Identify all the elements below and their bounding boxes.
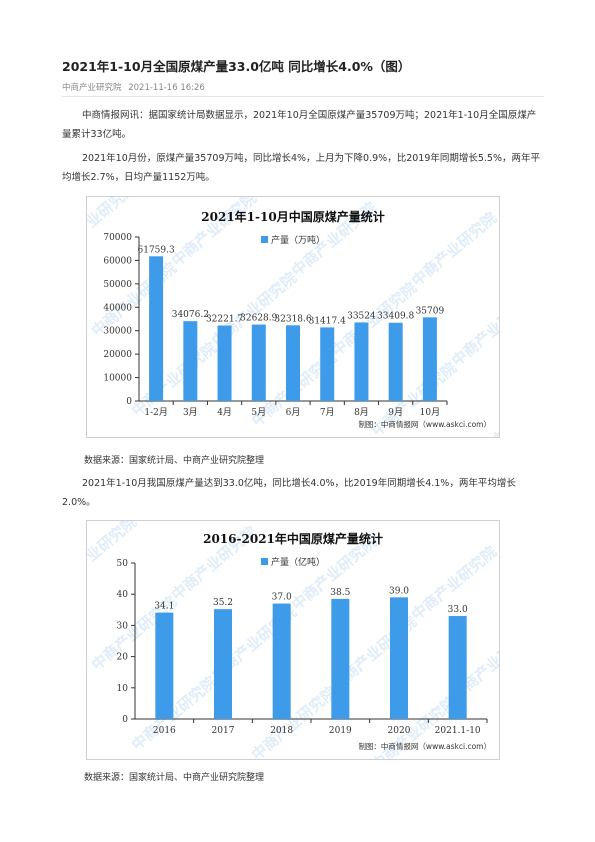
data-source-2: 数据来源：国家统计局、中商产业研究院整理 xyxy=(84,773,265,783)
bar xyxy=(390,597,408,719)
data-label: 38.5 xyxy=(330,588,350,598)
watermark-text: 中商产业研究院 xyxy=(128,339,220,420)
data-label: 33524 xyxy=(347,311,376,321)
paragraph-3: 2021年1-10月我国原煤产量达到33.0亿吨，同比增长4.0%，比2019年… xyxy=(62,478,516,508)
x-tick-label: 6月 xyxy=(286,407,301,418)
x-tick-label: 2016 xyxy=(153,726,176,736)
bar xyxy=(251,324,266,401)
bar xyxy=(320,327,335,401)
y-tick-label: 20 xyxy=(117,653,129,663)
chart-annual: 中商产业研究院 中商产业研究院 中商产业研究院 中商产业研究院 中商产业研究院 中商产业研… xyxy=(86,520,500,760)
bar xyxy=(214,609,232,719)
chart-title: 2016-2021年中国原煤产量统计 xyxy=(203,531,383,546)
article-source[interactable]: 中商产业研究院 xyxy=(62,83,122,93)
data-label: 35.2 xyxy=(213,598,233,608)
y-tick-label: 10000 xyxy=(103,374,132,384)
y-tick-label: 40 xyxy=(117,590,129,600)
legend-label: 产量（万吨） xyxy=(271,234,325,246)
data-label: 37.0 xyxy=(272,593,292,603)
x-tick-label: 2020 xyxy=(388,726,411,736)
legend-swatch xyxy=(261,558,268,565)
data-label: 39.0 xyxy=(389,586,409,596)
watermark-text: 中商产业研究院 xyxy=(88,259,180,340)
bar xyxy=(217,325,232,401)
bar xyxy=(183,321,198,401)
x-tick-label: 2017 xyxy=(212,726,235,736)
watermark-text: 中商产业研究院 xyxy=(168,197,260,270)
x-tick-label: 10月 xyxy=(420,407,440,418)
x-tick-label: 3月 xyxy=(183,407,198,418)
bar xyxy=(388,322,403,401)
y-tick-label: 50 xyxy=(117,559,129,569)
divider xyxy=(62,96,544,97)
data-label: 31417.4 xyxy=(309,316,346,326)
paragraph-2: 2021年10月份，原煤产量35709万吨，同比增长4%，上月为下降0.9%，比… xyxy=(62,153,541,183)
article-title: 2021年1-10月全国原煤产量33.0亿吨 同比增长4.0%（图） xyxy=(62,59,411,74)
x-tick-label: 9月 xyxy=(388,407,403,418)
x-tick-label: 8月 xyxy=(354,407,369,418)
legend-swatch xyxy=(261,236,268,243)
data-label: 35709 xyxy=(416,306,445,316)
data-label: 32318.6 xyxy=(274,314,311,324)
watermark-text: 中商产业研究院 xyxy=(128,673,220,754)
data-source-1: 数据来源：国家统计局、中商产业研究院整理 xyxy=(84,456,265,466)
x-tick-label: 2018 xyxy=(270,726,293,736)
chart-monthly: 中商产业研究院 中商产业研究院 中商产业研究院 中商产业研究院 中商产业研究院 中商产业研… xyxy=(86,196,500,438)
data-label: 34076.2 xyxy=(172,310,209,320)
x-tick-label: 7月 xyxy=(320,407,335,418)
bar xyxy=(354,322,369,401)
y-tick-label: 70000 xyxy=(103,233,132,243)
y-tick-label: 40000 xyxy=(103,303,132,313)
y-tick-label: 30000 xyxy=(103,327,132,337)
data-label: 33409.8 xyxy=(377,312,414,322)
data-label: 32628.9 xyxy=(240,314,277,324)
bar xyxy=(422,317,437,401)
legend-label: 产量（亿吨） xyxy=(271,556,325,568)
y-tick-label: 0 xyxy=(122,715,128,725)
watermark-text: 中商产业研究院 xyxy=(448,289,499,370)
watermark-text: 中商产业研究院 xyxy=(248,683,340,759)
data-label: 32221.7 xyxy=(206,315,243,325)
y-tick-label: 20000 xyxy=(103,350,132,360)
y-tick-label: 10 xyxy=(117,684,129,694)
article-meta: 中商产业研究院 2021-11-16 16:26 xyxy=(62,81,205,93)
x-tick-label: 5月 xyxy=(251,407,266,418)
y-tick-label: 30 xyxy=(117,621,129,631)
paragraph-1: 中商情报网讯：据国家统计局数据显示，2021年10月全国原煤产量35709万吨；… xyxy=(62,110,537,140)
bar xyxy=(286,325,300,401)
x-tick-label: 4月 xyxy=(217,407,232,418)
data-label: 34.1 xyxy=(154,602,174,612)
bar xyxy=(149,256,164,401)
watermark-text: 中商产业研究院 xyxy=(87,197,140,260)
x-tick-label: 1-2月 xyxy=(144,407,168,418)
data-label: 33.0 xyxy=(448,605,468,615)
bar xyxy=(155,612,174,719)
bar xyxy=(331,598,350,719)
chart-credit: 制图：中商情报网（www.askci.com） xyxy=(358,741,491,751)
x-tick-label: 2019 xyxy=(329,726,352,736)
data-label: 61759.3 xyxy=(138,245,175,255)
x-tick-label: 2021.1-10 xyxy=(435,726,481,736)
y-tick-label: 60000 xyxy=(103,256,132,266)
watermark-text: 中商产业研究院 xyxy=(408,209,499,290)
chart-title: 2021年1-10月中国原煤产量统计 xyxy=(201,209,384,224)
bar xyxy=(272,603,291,719)
bar xyxy=(448,616,467,719)
y-tick-label: 50000 xyxy=(103,280,132,290)
chart-credit: 制图：中商情报网（www.askci.com） xyxy=(358,419,491,429)
y-tick-label: 0 xyxy=(126,397,132,407)
article-date: 2021-11-16 16:26 xyxy=(128,83,205,93)
watermark-text: 中商产业研究院 xyxy=(87,521,140,594)
